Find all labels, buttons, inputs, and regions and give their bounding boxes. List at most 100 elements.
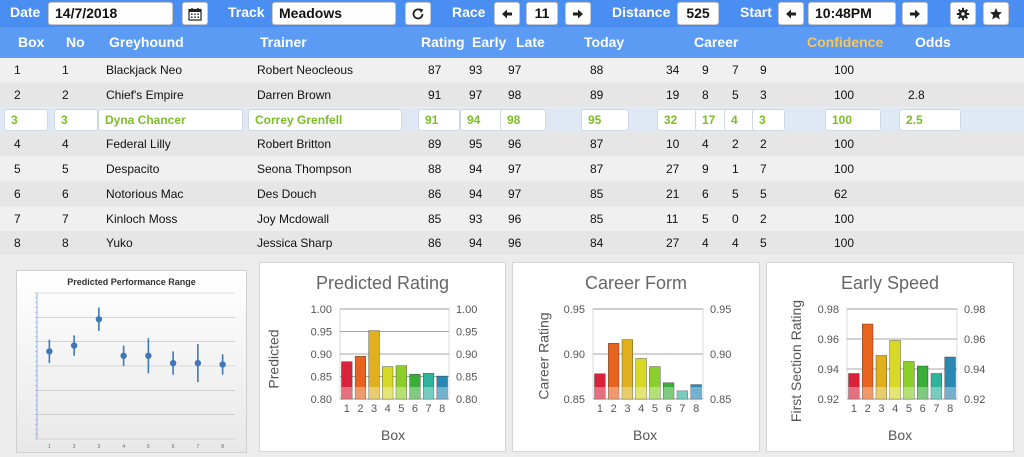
- bar: [436, 375, 448, 400]
- race-next-button[interactable]: [565, 2, 591, 25]
- chart-predicted-rating: Predicted Rating 0.80 0.80 0.85 0.85 0.90 0.9…: [259, 262, 506, 452]
- bar-highlight: [382, 387, 394, 399]
- race-field[interactable]: 11: [526, 2, 558, 25]
- y-tick-label: 0.98: [818, 304, 839, 316]
- bar-highlight: [409, 387, 421, 399]
- header-early[interactable]: Early: [472, 34, 507, 50]
- cell-box: 5: [14, 162, 21, 176]
- start-time-field[interactable]: 10:48PM: [808, 2, 896, 25]
- table-row[interactable]: 4 4 Federal Lilly Robert Britton 89 95 96 87 10 4…: [0, 132, 1024, 157]
- cell-no: 2: [62, 87, 69, 102]
- bar: [409, 374, 421, 400]
- y2-tick-label: 0.98: [964, 304, 985, 316]
- cell-trainer: Seona Thompson: [257, 162, 352, 176]
- bar: [862, 323, 874, 400]
- x-tick-label: 2: [611, 403, 617, 415]
- cell-career-starts: 10: [666, 137, 680, 152]
- chart-title: Predicted Performance Range: [67, 277, 196, 287]
- table-row[interactable]: 6 6 Notorious Mac Des Douch 86 94 97 85 21 6 5 5 62: [0, 181, 1024, 206]
- y2-tick-label: 0.95: [710, 304, 731, 316]
- header-odds[interactable]: Odds: [915, 34, 951, 50]
- x-tick-label: 3: [878, 403, 884, 415]
- bar: [423, 373, 435, 400]
- chart-early-speed: Early Speed 0.92 0.92 0.94 0.94 0.96 0.96 0.98…: [766, 262, 1014, 452]
- settings-button[interactable]: [950, 2, 976, 25]
- table-row[interactable]: 2 2 Chief's Empire Darren Brown 91 97 98 89 19 8 5…: [0, 82, 1024, 107]
- table-row[interactable]: 3 3 Dyna Chancer Correy Grenfell 91 94 98 95 32 1…: [0, 107, 1024, 132]
- cell-today: 95: [581, 108, 629, 131]
- header-rating[interactable]: Rating: [421, 34, 465, 50]
- favorite-button[interactable]: [983, 2, 1009, 25]
- arrow-left-icon: [502, 9, 512, 18]
- track-field[interactable]: Meadows: [272, 2, 396, 25]
- race-label: Race: [452, 4, 486, 20]
- runners-table: 1 1 Blackjack Neo Robert Neocleous 87 93 97 88 3…: [0, 58, 1024, 256]
- header-confidence[interactable]: Confidence: [807, 34, 884, 50]
- bar-highlight: [663, 387, 674, 399]
- data-point: [169, 359, 177, 367]
- star-icon: [990, 7, 1002, 19]
- header-today[interactable]: Today: [584, 34, 625, 50]
- cell-trainer: Correy Grenfell: [248, 108, 402, 131]
- y2-tick-label: 0.85: [456, 372, 477, 384]
- x-tick-label: 1: [344, 403, 350, 415]
- table-row[interactable]: 1 1 Blackjack Neo Robert Neocleous 87 93 97 88 3…: [0, 58, 1024, 82]
- bar-highlight: [436, 387, 448, 399]
- cell-career-wins: 9: [702, 162, 709, 176]
- date-field[interactable]: 14/7/2018: [48, 2, 173, 25]
- bar-chart: 0.85 0.85 0.90 0.90 0.95 0.95 1 2 3 4 5 6 7 8: [564, 304, 732, 415]
- table-row[interactable]: 7 7 Kinloch Moss Joy Mcdowall 85 93 96 85 11 5 0 2 1…: [0, 206, 1024, 231]
- header-box[interactable]: Box: [18, 34, 45, 50]
- cell-odds: 2.5: [899, 108, 961, 131]
- start-prev-button[interactable]: [778, 2, 804, 25]
- distance-field[interactable]: 525: [677, 2, 719, 25]
- cell-no: 1: [62, 63, 69, 77]
- cell-career-seconds: 5: [732, 87, 739, 102]
- arrow-right-icon: [910, 9, 920, 18]
- refresh-button[interactable]: [405, 2, 431, 25]
- refresh-icon: [412, 7, 424, 19]
- header-late[interactable]: Late: [516, 34, 545, 50]
- header-trainer[interactable]: Trainer: [260, 34, 307, 50]
- table-row[interactable]: 8 8 Yuko Jessica Sharp 86 94 96 84 27 4 4 5 100: [0, 231, 1024, 256]
- cell-no: 3: [54, 108, 98, 131]
- bar-highlight: [608, 387, 619, 399]
- bar: [889, 340, 901, 400]
- bar-highlight: [889, 387, 901, 399]
- x-tick-label: 2: [357, 403, 363, 415]
- x-tick-label: 6: [920, 403, 926, 415]
- start-next-button[interactable]: [902, 2, 928, 25]
- data-point: [120, 352, 127, 359]
- cell-trainer: Jessica Sharp: [257, 236, 333, 251]
- cell-early: 97: [469, 87, 483, 102]
- calendar-button[interactable]: [182, 2, 208, 25]
- cell-career-seconds: 4: [732, 236, 739, 251]
- cell-today: 85: [590, 211, 604, 226]
- bar-chart: 0.92 0.92 0.94 0.94 0.96 0.96 0.98 0.98 1 2 3 4 5 6 7 8: [818, 304, 986, 415]
- race-prev-button[interactable]: [494, 2, 520, 25]
- header-greyhound[interactable]: Greyhound: [109, 34, 184, 50]
- bar: [608, 342, 620, 400]
- bar-highlight: [690, 387, 702, 399]
- header-no[interactable]: No: [66, 34, 85, 50]
- x-tick-label: 3: [371, 403, 377, 415]
- x-tick-label: 7: [679, 403, 685, 415]
- cell-no: 4: [62, 137, 69, 152]
- table-row[interactable]: 5 5 Despacito Seona Thompson 88 94 97 87 27 9 1 7 10…: [0, 157, 1024, 181]
- cell-box: 6: [14, 186, 21, 201]
- cell-greyhound: Blackjack Neo: [106, 63, 183, 77]
- cell-career-thirds: 5: [760, 236, 767, 251]
- x-tick-label: 8: [221, 444, 224, 450]
- cell-no: 6: [62, 186, 69, 201]
- cell-career-starts: 32: [657, 108, 699, 131]
- header-career[interactable]: Career: [694, 34, 739, 50]
- bar-highlight: [368, 387, 380, 399]
- x-tick-label: 3: [624, 403, 630, 415]
- cell-career-thirds: 9: [760, 63, 767, 77]
- bar-highlight: [848, 387, 860, 399]
- cell-confidence: 100: [834, 137, 855, 152]
- bar-highlight: [355, 387, 366, 399]
- cell-trainer: Darren Brown: [257, 87, 332, 102]
- x-tick-label: 8: [947, 403, 953, 415]
- cell-career-starts: 27: [666, 236, 680, 251]
